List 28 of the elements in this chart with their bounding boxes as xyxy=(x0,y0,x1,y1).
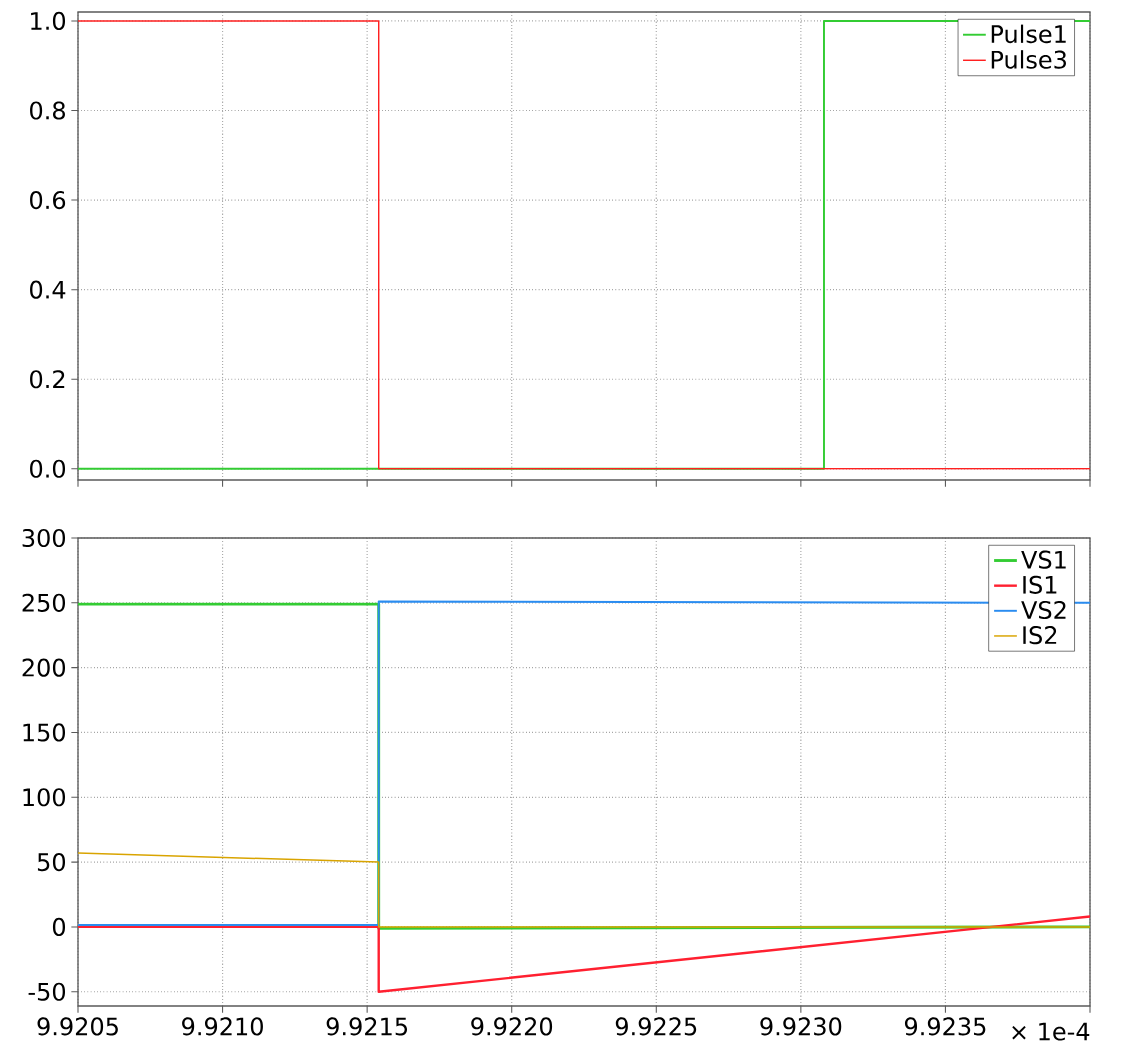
y-tick-label: 300 xyxy=(22,528,66,548)
y-tick-label: 0.2 xyxy=(30,370,65,389)
y-tick-label: 0 xyxy=(52,917,66,936)
y-tick-label: -50 xyxy=(28,982,66,1001)
legend-label: Pulse3 xyxy=(991,50,1066,69)
legend-label: IS1 xyxy=(1023,575,1057,594)
y-tick-label: 150 xyxy=(23,723,66,742)
y-tick-label: 50 xyxy=(37,853,66,872)
x-tick-label: 9.9225 xyxy=(615,1017,697,1036)
legend-label: VS1 xyxy=(1021,550,1066,569)
x-tick-label: 9.9235 xyxy=(904,1017,986,1036)
x-tick-label: 9.9230 xyxy=(760,1017,842,1036)
y-tick-label: 0.0 xyxy=(30,459,66,478)
y-tick-label: 100 xyxy=(23,788,66,807)
y-tick-label: 0.4 xyxy=(30,280,66,299)
x-tick-label: 9.9220 xyxy=(471,1017,553,1036)
x-tick-label: 9.9215 xyxy=(326,1017,408,1036)
y-tick-label: 200 xyxy=(22,658,66,677)
x-tick-label: 9.9210 xyxy=(182,1017,263,1036)
x-axis-title: × 1e-4 xyxy=(1012,1022,1090,1041)
legend-label: VS2 xyxy=(1021,600,1066,620)
y-tick-label: 0.8 xyxy=(30,101,65,120)
y-tick-label: 250 xyxy=(22,593,66,612)
x-tick-label: 9.9205 xyxy=(37,1017,118,1036)
legend-label: Pulse1 xyxy=(991,24,1066,44)
y-tick-label: 0.6 xyxy=(30,191,66,210)
y-tick-label: 1.0 xyxy=(31,11,66,31)
legend-label: IS2 xyxy=(1023,626,1057,645)
